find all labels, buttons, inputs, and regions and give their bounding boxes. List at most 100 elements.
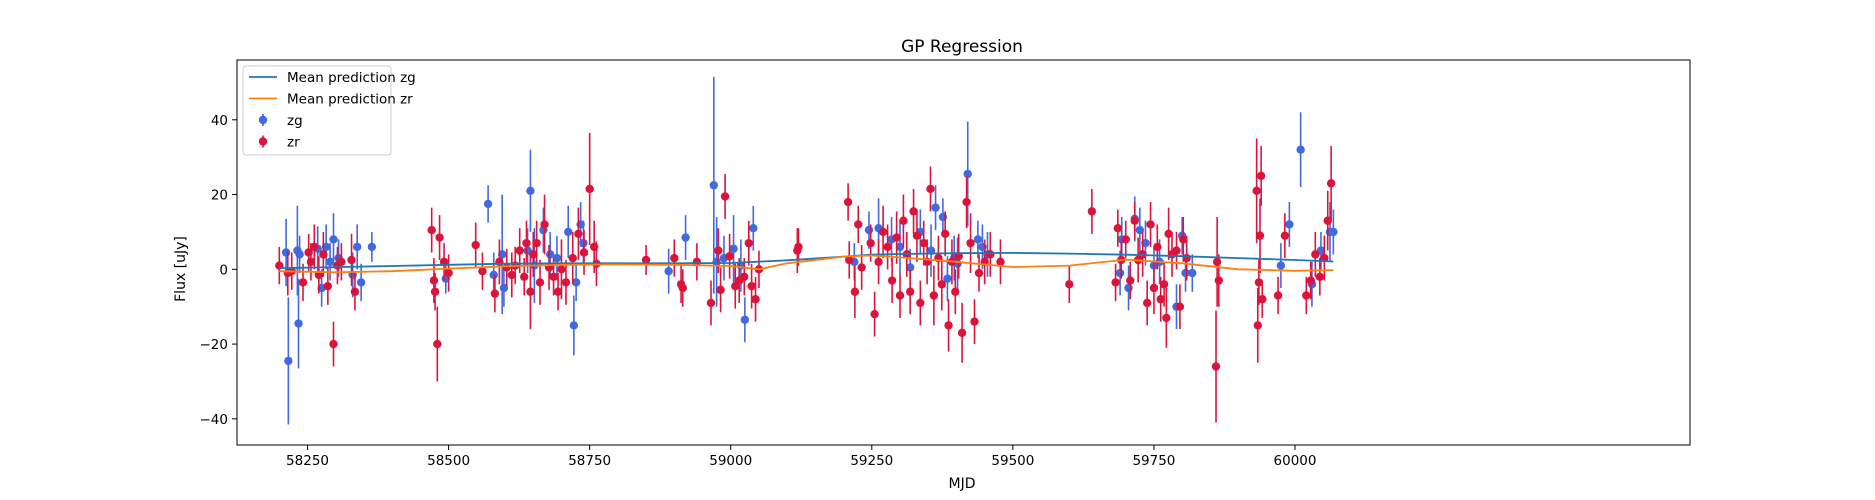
zr-point — [319, 250, 328, 259]
zr-point — [323, 281, 333, 291]
zr-point — [1130, 216, 1139, 225]
series-line-mean-prediction-zr — [279, 254, 1334, 274]
y-tick-label: 0 — [219, 262, 228, 278]
zg-point — [356, 278, 366, 287]
legend: Mean prediction zg Mean prediction zr zg zr — [242, 65, 416, 156]
zr-point — [1254, 278, 1264, 287]
zr-point — [706, 298, 716, 308]
zr-point — [526, 287, 535, 296]
zr-point — [843, 197, 853, 207]
zr-point — [429, 276, 439, 285]
zg-point — [545, 250, 555, 259]
zr-point — [854, 220, 863, 229]
zg-point — [1181, 268, 1190, 278]
zr-point — [520, 272, 529, 281]
zg-point — [1285, 220, 1294, 229]
zr-point — [350, 287, 360, 296]
zr-point — [529, 250, 538, 259]
zr-point — [298, 278, 308, 287]
zr-point — [857, 263, 866, 272]
y-tick-label: 40 — [211, 113, 228, 129]
zg-point — [352, 242, 362, 252]
zr-point — [954, 252, 963, 261]
zr-point — [306, 257, 316, 267]
zr-point — [1162, 313, 1171, 323]
zr-point — [919, 238, 928, 248]
legend-marker-swatch — [258, 115, 268, 125]
zr-point — [495, 257, 504, 267]
zr-point — [337, 257, 346, 267]
zr-point — [962, 197, 971, 207]
zr-point — [1146, 220, 1155, 229]
zr-point — [522, 238, 531, 248]
zg-point — [367, 242, 377, 252]
zr-point — [895, 291, 905, 300]
x-tick-label: 59250 — [850, 453, 893, 469]
x-tick-label: 58750 — [568, 453, 611, 469]
legend-entry-label: Mean prediction zg — [287, 70, 416, 86]
zr-point — [866, 238, 875, 248]
zr-point — [926, 184, 935, 194]
zr-point — [430, 287, 440, 296]
zg-point — [1188, 268, 1197, 278]
zr-point — [740, 272, 749, 281]
zr-point — [553, 287, 563, 296]
zr-point — [1126, 276, 1135, 285]
zr-point — [471, 240, 480, 250]
zg-point — [931, 203, 940, 212]
zr-point — [966, 238, 975, 248]
zg-point — [1276, 261, 1286, 270]
zr-point — [916, 298, 925, 308]
x-tick-label: 59000 — [709, 453, 752, 469]
zr-point — [944, 321, 953, 330]
zr-point — [1142, 298, 1152, 308]
zr-point — [678, 283, 687, 293]
zr-point — [974, 268, 984, 278]
zg-point — [552, 253, 562, 263]
zr-point — [1172, 246, 1181, 255]
zr-point — [329, 339, 338, 349]
zg-point — [749, 224, 758, 233]
zr-point — [892, 233, 901, 242]
zr-point — [1311, 250, 1320, 259]
zr-point — [747, 281, 756, 291]
zr-point — [557, 265, 566, 274]
zr-point — [1214, 276, 1224, 285]
zr-point — [1326, 179, 1336, 188]
zr-point — [905, 287, 915, 296]
zr-point — [532, 238, 541, 248]
zr-point — [937, 280, 946, 289]
zr-point — [433, 339, 442, 349]
zg-point — [295, 250, 304, 259]
zr-point — [1111, 278, 1120, 287]
zr-point — [720, 192, 730, 201]
zr-point — [568, 253, 577, 263]
plot-area — [275, 76, 1338, 425]
x-tick-label: 60000 — [1274, 453, 1317, 469]
zr-point — [1153, 242, 1162, 252]
zg-point — [895, 242, 905, 252]
zg-point — [526, 186, 535, 196]
zr-point — [1306, 276, 1316, 285]
zr-point — [1211, 362, 1221, 371]
zg-point — [943, 274, 952, 283]
series-zr — [275, 132, 1336, 423]
zr-point — [986, 250, 995, 259]
zg-point — [325, 257, 335, 267]
zr-point — [1164, 229, 1173, 239]
zg-point — [973, 235, 983, 244]
zr-point — [444, 268, 453, 278]
zg-point — [483, 199, 493, 209]
zr-point — [1255, 231, 1265, 240]
zr-point — [540, 220, 549, 229]
zr-point — [561, 278, 571, 287]
zr-point — [929, 291, 939, 300]
zg-point — [1329, 227, 1338, 237]
zr-point — [490, 289, 500, 298]
zr-point — [1256, 171, 1266, 181]
zr-point — [1258, 295, 1267, 304]
zg-point — [294, 319, 303, 328]
zr-point — [874, 257, 883, 267]
zg-point — [681, 233, 690, 242]
zr-point — [435, 233, 444, 242]
